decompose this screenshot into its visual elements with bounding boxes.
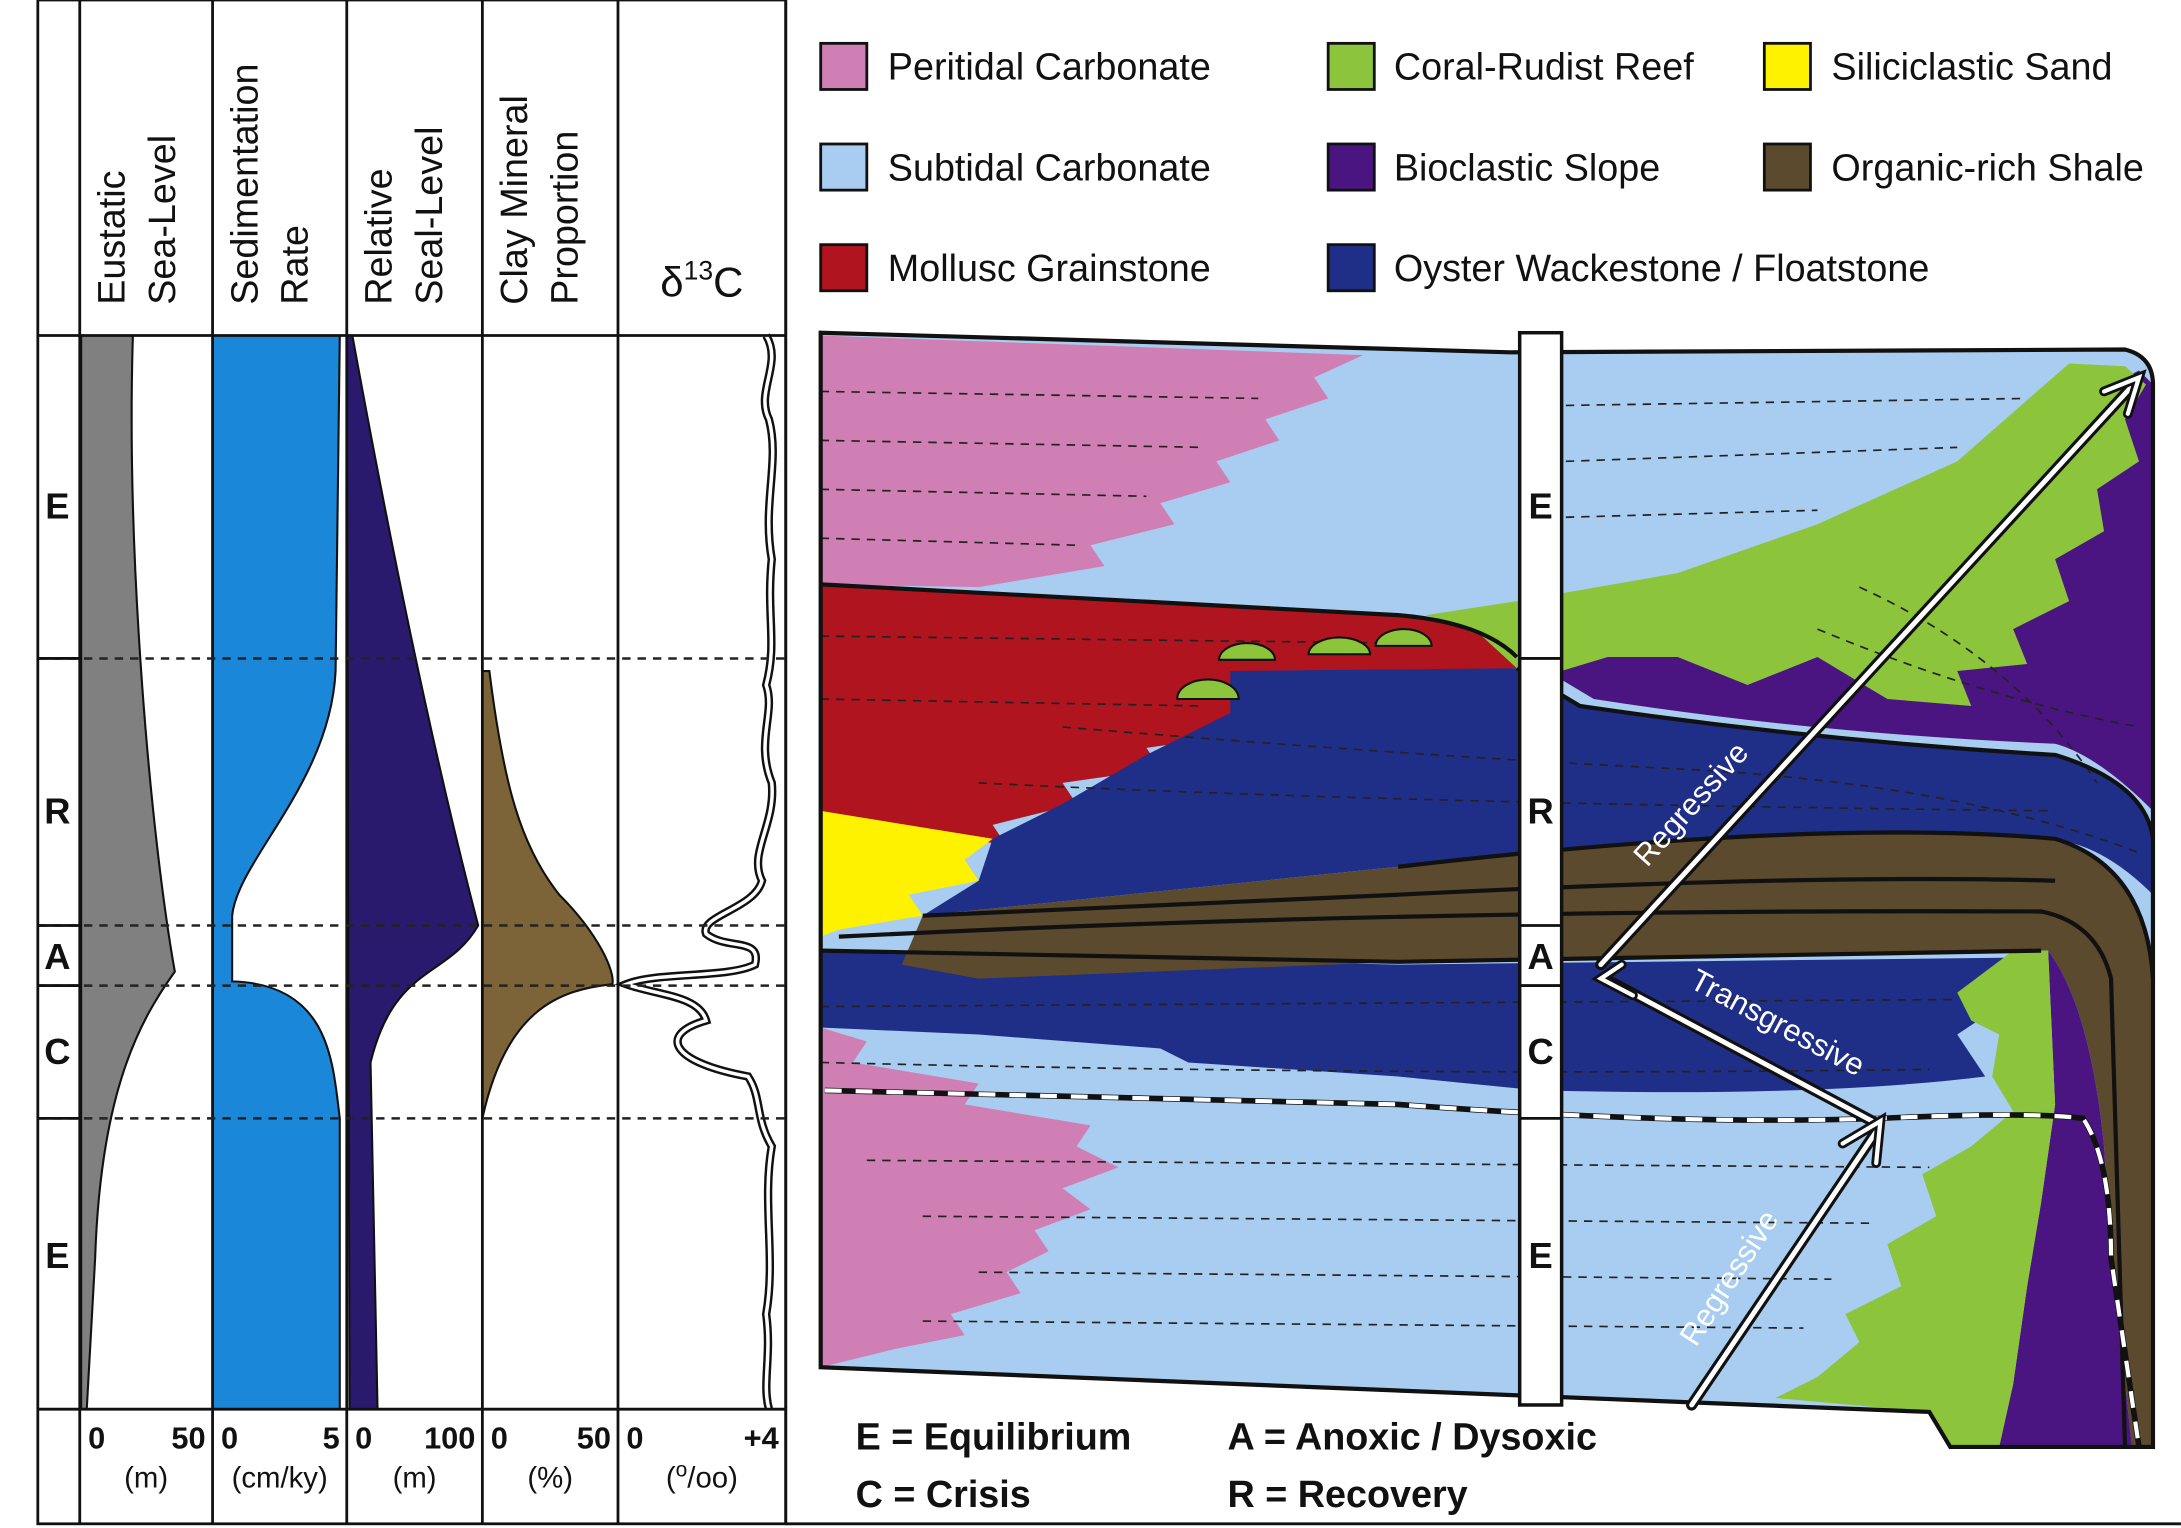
scale-max: 5 — [323, 1420, 340, 1455]
scale-unit: (%) — [527, 1461, 573, 1494]
phase-label: A — [1528, 936, 1554, 977]
facies-region — [1426, 363, 2146, 706]
legend-label: Mollusc Grainstone — [888, 247, 1211, 289]
column-header: Clay Mineral — [493, 95, 535, 305]
cross-section — [818, 330, 2156, 1450]
legend-label: Organic-rich Shale — [1831, 146, 2143, 188]
phase-label: E — [45, 1235, 69, 1276]
scale-min: 0 — [626, 1420, 643, 1455]
phase-label: A — [44, 936, 70, 977]
trend-arrows — [1591, 369, 2147, 1411]
legend-swatch — [1326, 142, 1376, 192]
phase-label: C — [1528, 1031, 1554, 1072]
legend-swatch — [819, 41, 869, 91]
legend-label: Bioclastic Slope — [1394, 146, 1660, 188]
legend-swatch — [1326, 243, 1376, 293]
header-base: δ — [660, 258, 683, 305]
key-entry: C = Crisis — [856, 1473, 1031, 1515]
scale-min: 0 — [355, 1420, 372, 1455]
scale-max: 50 — [171, 1420, 205, 1455]
facies-region — [820, 1027, 1119, 1368]
unit-open: ( — [666, 1461, 676, 1494]
phase-label: E — [1529, 1235, 1553, 1276]
legend-label: Coral-Rudist Reef — [1394, 46, 1694, 88]
key-entry: E = Equilibrium — [856, 1416, 1132, 1458]
column-header: δ13C — [660, 256, 743, 306]
phase-label: E — [45, 486, 69, 527]
clay-curve — [481, 669, 614, 1119]
scale-max: +4 — [744, 1420, 779, 1455]
relative-sea-level-curve — [345, 334, 480, 1411]
facies-region — [820, 810, 993, 937]
phase-label: E — [1529, 486, 1553, 527]
column-header: Eustatic — [90, 171, 132, 305]
phase-label: R — [44, 790, 70, 831]
facies-region — [1775, 1104, 2056, 1447]
scale-unit: (cm/ky) — [232, 1461, 328, 1494]
unit-sup: o — [676, 1458, 688, 1481]
facies-region — [1999, 950, 2133, 1447]
legend-swatch — [1762, 41, 1812, 91]
phase-boundaries — [37, 657, 786, 1120]
column-header: Sea-Level — [141, 135, 183, 305]
legend-swatch — [819, 243, 869, 293]
scale-unit: (m) — [124, 1461, 168, 1494]
carbon-isotope-curve — [614, 333, 777, 1411]
legend-swatch — [819, 142, 869, 192]
phase-label: R — [1528, 790, 1554, 831]
scale-min: 0 — [491, 1420, 508, 1455]
scale-min: 0 — [221, 1420, 238, 1455]
scale-min: 0 — [88, 1420, 105, 1455]
column-header: Rate — [274, 225, 316, 305]
legend-swatch — [1762, 142, 1812, 192]
unit-tail: /oo) — [687, 1461, 738, 1494]
header-sup: 13 — [684, 256, 714, 286]
legend-label: Subtidal Carbonate — [888, 146, 1211, 188]
legend-swatch — [1326, 41, 1376, 91]
scale-max: 50 — [577, 1420, 611, 1455]
scale-unit: (o/oo) — [666, 1458, 738, 1494]
legend-label: Siliciclastic Sand — [1831, 46, 2112, 88]
column-header: Seal-Level — [408, 126, 450, 304]
legend-label: Peritidal Carbonate — [888, 46, 1211, 88]
scale-max: 100 — [424, 1420, 475, 1455]
column-frame — [36, 0, 2181, 1526]
scale-unit: (m) — [393, 1461, 437, 1494]
facies-region — [1957, 950, 2056, 1112]
key-entry: A = Anoxic / Dysoxic — [1228, 1416, 1597, 1458]
column-header: Relative — [358, 168, 400, 304]
column-header: Sedimentation — [223, 64, 265, 305]
legend-label: Oyster Wackestone / Floatstone — [1394, 247, 1929, 289]
facies-region — [820, 950, 2014, 1093]
phase-label: C — [44, 1031, 70, 1072]
sedimentation-curve — [211, 334, 341, 1411]
reef-mounds — [1176, 628, 1433, 701]
column-header: Proportion — [543, 131, 585, 305]
header-tail: C — [713, 258, 743, 305]
key-entry: R = Recovery — [1228, 1473, 1468, 1515]
eustatic-curve — [80, 334, 176, 1411]
